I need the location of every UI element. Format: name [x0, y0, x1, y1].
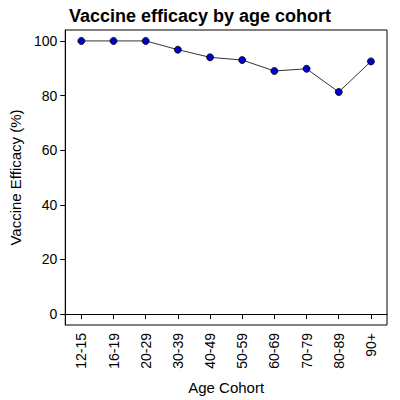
svg-text:40-49: 40-49 — [202, 333, 218, 369]
svg-text:Vaccine Efficacy (%): Vaccine Efficacy (%) — [7, 109, 24, 245]
svg-text:60-69: 60-69 — [266, 333, 282, 369]
svg-text:Vaccine efficacy by age cohort: Vaccine efficacy by age cohort — [69, 6, 331, 26]
svg-text:40: 40 — [42, 197, 58, 213]
svg-text:80: 80 — [42, 88, 58, 104]
svg-text:60: 60 — [42, 142, 58, 158]
svg-text:20: 20 — [42, 251, 58, 267]
svg-text:0: 0 — [49, 306, 57, 322]
svg-text:70-79: 70-79 — [299, 333, 315, 369]
svg-text:16-19: 16-19 — [106, 333, 122, 369]
svg-text:20-29: 20-29 — [138, 333, 154, 369]
svg-text:30-39: 30-39 — [170, 333, 186, 369]
svg-text:12-15: 12-15 — [73, 333, 89, 369]
svg-text:Age Cohort: Age Cohort — [188, 379, 265, 396]
svg-text:90+: 90+ — [363, 333, 379, 357]
svg-text:100: 100 — [34, 33, 58, 49]
svg-text:80-89: 80-89 — [331, 333, 347, 369]
svg-text:50-59: 50-59 — [234, 333, 250, 369]
